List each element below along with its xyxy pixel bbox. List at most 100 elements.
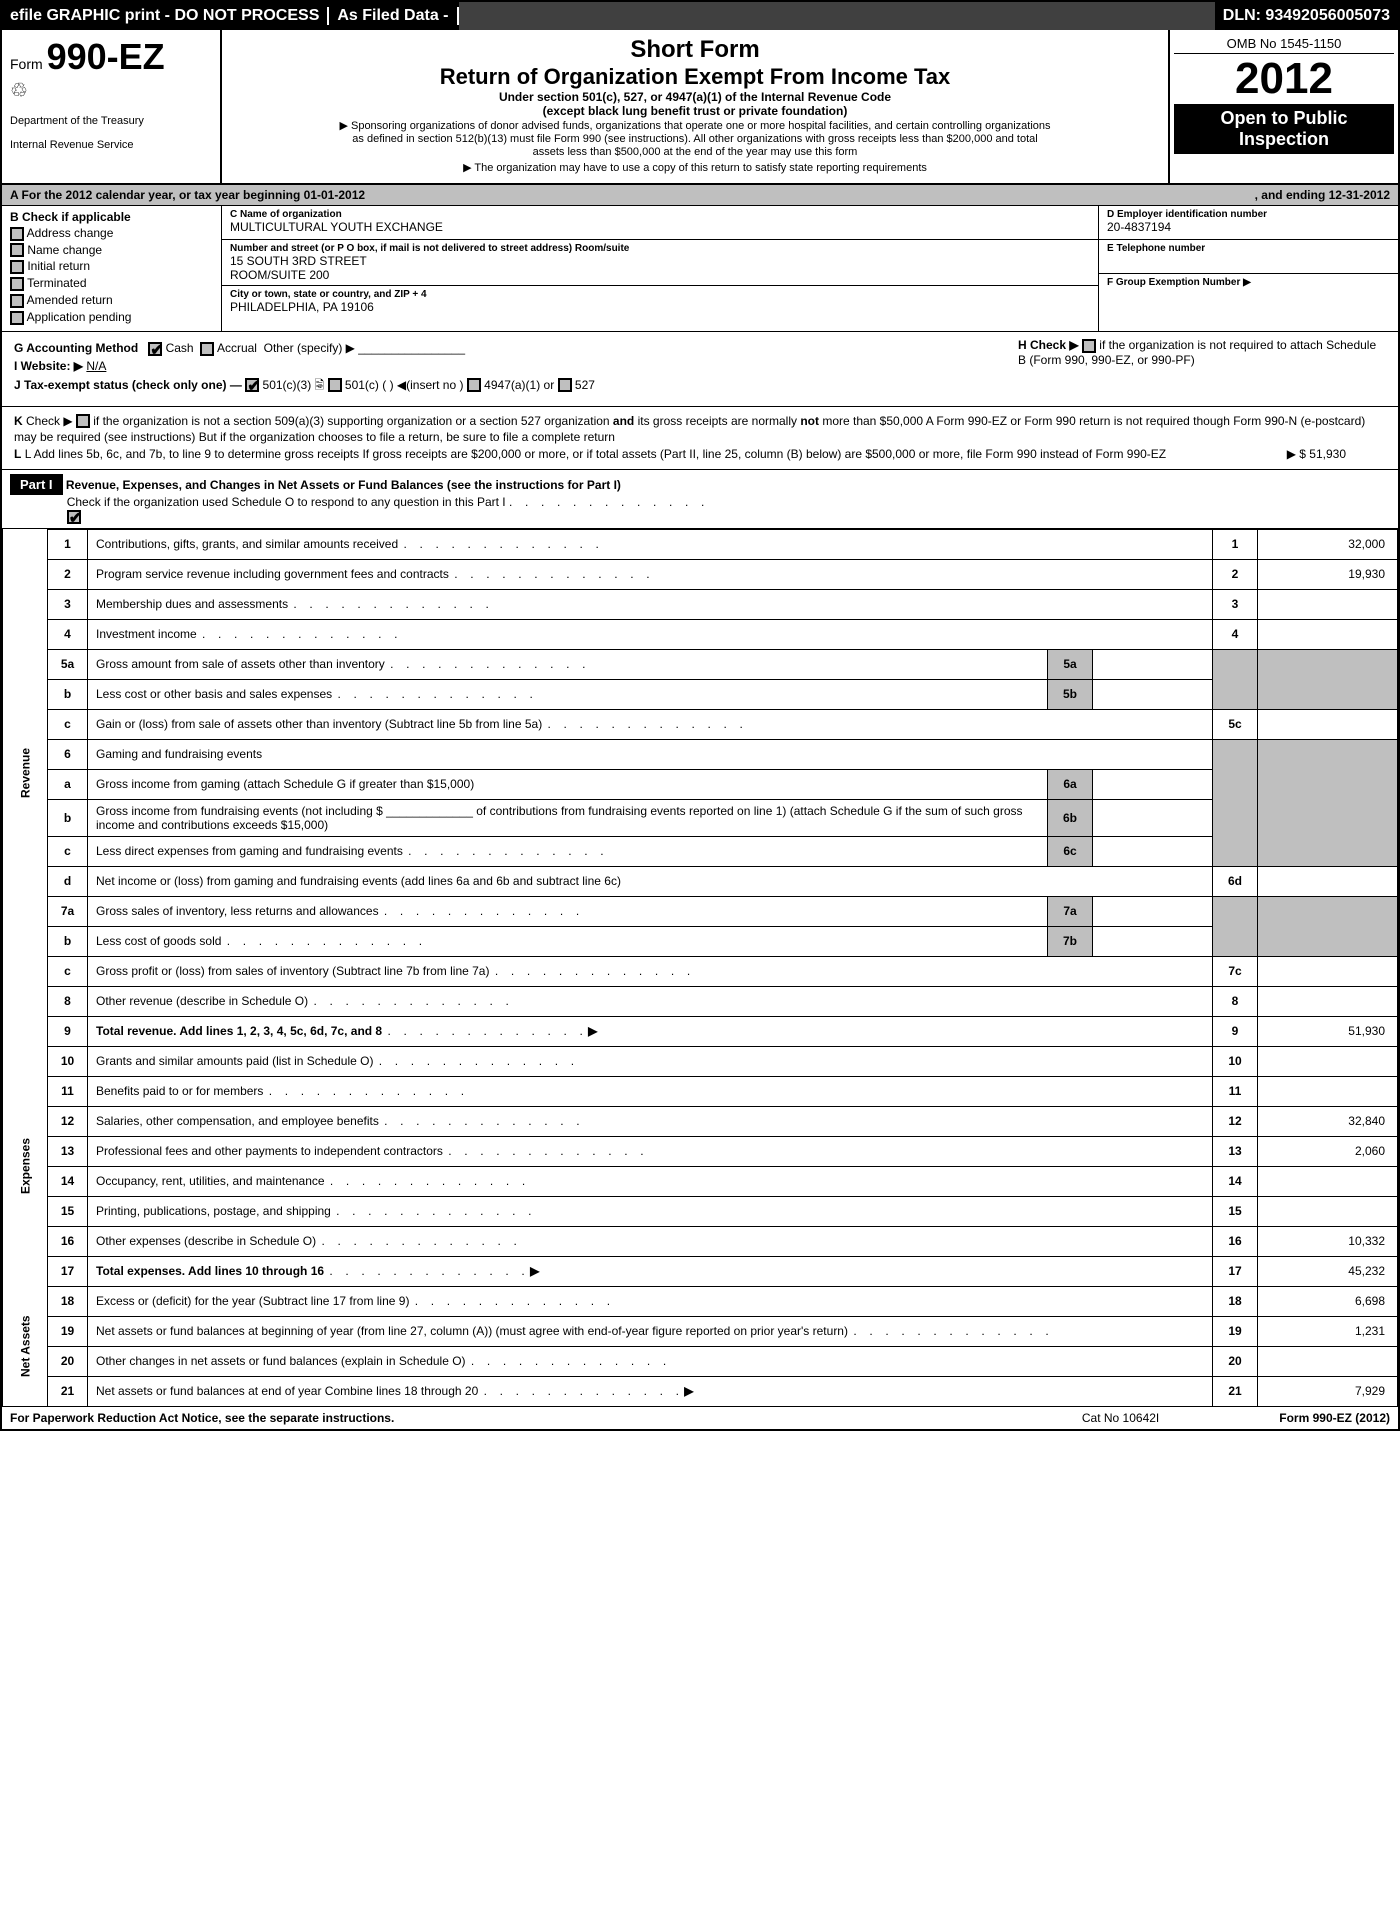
- lbl-501c: 501(c) ( ) ◀(insert no ): [345, 378, 464, 392]
- table-row: 12 Salaries, other compensation, and emp…: [3, 1106, 1398, 1136]
- lbl-terminated: Terminated: [27, 276, 86, 290]
- row-a-right: , and ending 12-31-2012: [1247, 185, 1398, 205]
- efile-left: efile GRAPHIC print - DO NOT PROCESS: [2, 7, 329, 25]
- table-row: Net Assets 18 Excess or (deficit) for th…: [3, 1286, 1398, 1316]
- dept: Department of the Treasury: [10, 115, 212, 127]
- part1-title: Revenue, Expenses, and Changes in Net As…: [66, 478, 621, 492]
- footer-left: For Paperwork Reduction Act Notice, see …: [10, 1411, 394, 1425]
- lbl-501c3: 501(c)(3): [263, 378, 312, 392]
- title-short-form: Short Form: [230, 36, 1160, 64]
- check-accrual[interactable]: [200, 342, 214, 356]
- table-row: 6 Gaming and fundraising events: [3, 739, 1398, 769]
- lbl-name-change: Name change: [27, 243, 102, 257]
- suite: ROOM/SUITE 200: [230, 268, 1090, 282]
- lbl-other: Other (specify) ▶: [264, 341, 355, 355]
- d-label: D Employer identification number: [1107, 209, 1390, 220]
- check-501c3[interactable]: [245, 378, 259, 392]
- lbl-amended: Amended return: [27, 293, 113, 307]
- header-note-1: ▶ Sponsoring organizations of donor advi…: [335, 120, 1055, 160]
- i-label: I Website: ▶: [14, 359, 83, 373]
- check-amended[interactable]: [10, 294, 24, 308]
- table-row: 19 Net assets or fund balances at beginn…: [3, 1316, 1398, 1346]
- table-row: a Gross income from gaming (attach Sched…: [3, 769, 1398, 799]
- b-label: B Check if applicable: [10, 210, 131, 224]
- form-page: efile GRAPHIC print - DO NOT PROCESS As …: [0, 0, 1400, 1431]
- check-4947[interactable]: [467, 378, 481, 392]
- l-text: L Add lines 5b, 6c, and 7b, to line 9 to…: [25, 447, 1166, 461]
- table-row: 8 Other revenue (describe in Schedule O)…: [3, 986, 1398, 1016]
- l-line: L L Add lines 5b, 6c, and 7b, to line 9 …: [14, 446, 1386, 463]
- side-revenue: Revenue: [3, 529, 48, 1016]
- table-row: Revenue 1 Contributions, gifts, grants, …: [3, 529, 1398, 559]
- table-row: 4 Investment income 4: [3, 619, 1398, 649]
- section-ghij: G Accounting Method Cash Accrual Other (…: [2, 332, 1398, 407]
- table-row: 13 Professional fees and other payments …: [3, 1136, 1398, 1166]
- org-name: MULTICULTURAL YOUTH EXCHANGE: [230, 220, 1090, 234]
- col-b: B Check if applicable Address change Nam…: [2, 206, 222, 331]
- row-a: A For the 2012 calendar year, or tax yea…: [2, 185, 1398, 206]
- dln: DLN: 93492056005073: [1215, 7, 1398, 25]
- part1-label: Part I: [10, 474, 63, 495]
- table-row: 11 Benefits paid to or for members 11: [3, 1076, 1398, 1106]
- website-value: N/A: [86, 359, 106, 373]
- title-return: Return of Organization Exempt From Incom…: [230, 64, 1160, 90]
- check-name-change[interactable]: [10, 243, 24, 257]
- footer-mid: Cat No 10642I: [1082, 1411, 1159, 1425]
- table-row: 14 Occupancy, rent, utilities, and maint…: [3, 1166, 1398, 1196]
- col-c: C Name of organization MULTICULTURAL YOU…: [222, 206, 1098, 331]
- financial-table: Revenue 1 Contributions, gifts, grants, …: [2, 529, 1398, 1407]
- table-row: Expenses 10 Grants and similar amounts p…: [3, 1046, 1398, 1076]
- check-terminated[interactable]: [10, 277, 24, 291]
- table-row: c Gain or (loss) from sale of assets oth…: [3, 709, 1398, 739]
- lbl-cash: Cash: [166, 341, 194, 355]
- side-netassets: Net Assets: [3, 1286, 48, 1406]
- table-row: 15 Printing, publications, postage, and …: [3, 1196, 1398, 1226]
- check-501c[interactable]: [328, 378, 342, 392]
- c-label: C Name of organization: [230, 209, 1090, 220]
- row-a-left: A For the 2012 calendar year, or tax yea…: [10, 188, 365, 202]
- lbl-initial-return: Initial return: [27, 259, 90, 273]
- lbl-address-change: Address change: [27, 226, 114, 240]
- lbl-pending: Application pending: [27, 310, 132, 324]
- l-amount: ▶ $ 51,930: [1287, 446, 1346, 463]
- footer-right: Form 990-EZ (2012): [1279, 1411, 1390, 1425]
- page-footer: For Paperwork Reduction Act Notice, see …: [2, 1407, 1398, 1429]
- check-initial-return[interactable]: [10, 260, 24, 274]
- table-row: 7a Gross sales of inventory, less return…: [3, 896, 1398, 926]
- h-label: H Check ▶: [1018, 338, 1079, 352]
- check-address-change[interactable]: [10, 227, 24, 241]
- lbl-527: 527: [575, 378, 595, 392]
- check-pending[interactable]: [10, 311, 24, 325]
- lbl-4947: 4947(a)(1) or: [484, 378, 554, 392]
- check-527[interactable]: [558, 378, 572, 392]
- check-h[interactable]: [1082, 339, 1096, 353]
- check-k[interactable]: [76, 414, 90, 428]
- open-line1: Open to Public: [1174, 108, 1394, 129]
- form-prefix: Form: [10, 56, 43, 72]
- table-row: d Net income or (loss) from gaming and f…: [3, 866, 1398, 896]
- street-label: Number and street (or P O box, if mail i…: [230, 243, 1090, 254]
- subtitle-1: Under section 501(c), 527, or 4947(a)(1)…: [230, 90, 1160, 104]
- tax-year: 2012: [1174, 54, 1394, 104]
- ein: 20-4837194: [1107, 220, 1390, 234]
- open-public: Open to Public Inspection: [1174, 104, 1394, 154]
- lbl-accrual: Accrual: [217, 341, 257, 355]
- subtitle-2: (except black lung benefit trust or priv…: [230, 104, 1160, 118]
- table-row: 3 Membership dues and assessments 3: [3, 589, 1398, 619]
- part1-sub: Check if the organization used Schedule …: [67, 495, 506, 509]
- f-label: F Group Exemption Number ▶: [1107, 277, 1390, 288]
- form-header: Form 990-EZ ♲ Department of the Treasury…: [2, 30, 1398, 185]
- header-right: OMB No 1545-1150 2012 Open to Public Ins…: [1168, 30, 1398, 183]
- section-kl: K Check ▶ K Check ▶ if the organization …: [2, 407, 1398, 470]
- efile-gap: [459, 2, 1215, 30]
- efile-bar: efile GRAPHIC print - DO NOT PROCESS As …: [2, 2, 1398, 30]
- check-schedule-o[interactable]: [67, 510, 81, 524]
- table-row: 9 Total revenue. Add lines 1, 2, 3, 4, 5…: [3, 1016, 1398, 1046]
- table-row: c Gross profit or (loss) from sales of i…: [3, 956, 1398, 986]
- check-cash[interactable]: [148, 342, 162, 356]
- table-row: b Gross income from fundraising events (…: [3, 799, 1398, 836]
- j-label: J Tax-exempt status (check only one) —: [14, 378, 242, 392]
- form-number: 990-EZ: [47, 36, 165, 77]
- header-note-2: ▶ The organization may have to use a cop…: [335, 162, 1055, 175]
- section-bcdef: B Check if applicable Address change Nam…: [2, 206, 1398, 332]
